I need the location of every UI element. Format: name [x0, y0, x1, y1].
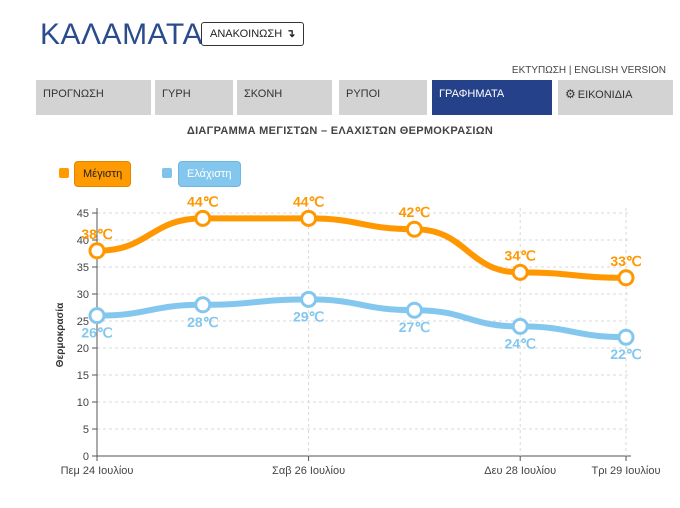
print-link[interactable]: ΕΚΤΥΠΩΣΗ [511, 65, 567, 76]
tab-pollutants[interactable]: ΡΥΠΟΙ [339, 80, 427, 115]
announcement-label: ΑΝΑΚΟΙΝΩΣΗ [210, 28, 283, 40]
announcement-button[interactable]: ΑΝΑΚΟΙΝΩΣΗ ↴ [201, 22, 305, 46]
top-links: ΕΚΤΥΠΩΣΗ | ENGLISH VERSION [512, 65, 666, 76]
y-tick-label: 45 [77, 208, 89, 220]
data-label-max: 38℃ [81, 226, 113, 242]
tab-pollen[interactable]: ΓΥΡΗ [155, 80, 233, 115]
data-point-max [617, 269, 635, 287]
data-point-min [88, 307, 106, 325]
data-point-max [405, 220, 423, 238]
gear-icon: ⚙ [565, 87, 576, 101]
arrow-down-icon: ↴ [286, 28, 296, 40]
data-point-min [511, 317, 529, 335]
x-tick-label: Σαβ 26 Ιουλίου [272, 465, 345, 477]
tab-label: ΕΙΚΟΝΙΔΙΑ [577, 89, 633, 101]
data-label-max: 42℃ [399, 204, 431, 220]
x-tick-label: Πεμ 24 Ιουλίου [61, 465, 134, 477]
data-label-min: 26℃ [81, 325, 113, 341]
tab-label: ΠΡΟΓΝΩΣΗ [43, 88, 104, 100]
data-label-min: 28℃ [187, 314, 219, 330]
series-line-max [94, 215, 629, 281]
tab-label: ΣΚΟΝΗ [244, 88, 283, 100]
y-tick-label: 35 [77, 262, 89, 274]
data-label-max: 44℃ [293, 193, 325, 209]
y-tick-label: 10 [77, 397, 89, 409]
series-line-min [94, 296, 629, 341]
legend-min-swatch [162, 168, 172, 178]
data-label-max: 33℃ [610, 253, 642, 269]
tab-dust[interactable]: ΣΚΟΝΗ [237, 80, 332, 115]
legend-max-label: Μέγιστη [83, 168, 123, 180]
data-point-min [194, 296, 212, 314]
tab-forecast[interactable]: ΠΡΟΓΝΩΣΗ [36, 80, 151, 115]
data-label-min: 27℃ [399, 319, 431, 335]
tab-label: ΓΥΡΗ [162, 88, 191, 100]
link-separator: | [568, 65, 572, 76]
data-point-min [405, 301, 423, 319]
data-label-max: 34℃ [505, 247, 537, 263]
data-label-max: 44℃ [187, 193, 219, 209]
city-title: ΚΑΛΑΜΑΤΑ [40, 18, 203, 51]
data-point-min [300, 290, 318, 308]
tab-label: ΓΡΑΦΗΜΑΤΑ [439, 88, 505, 100]
data-point-max [88, 242, 106, 260]
data-label-min: 29℃ [293, 308, 325, 324]
data-point-min [617, 328, 635, 346]
y-tick-label: 30 [77, 289, 89, 301]
x-tick-label: Δευ 28 Ιουλίου [484, 465, 556, 477]
data-label-min: 22℃ [610, 346, 642, 362]
tab-charts[interactable]: ΓΡΑΦΗΜΑΤΑ [432, 80, 552, 115]
y-tick-label: 15 [77, 370, 89, 382]
y-axis-label: Θερμοκρασία [55, 302, 66, 367]
x-tick-label: Τρι 29 Ιουλίου [591, 465, 660, 477]
tab-label: ΡΥΠΟΙ [346, 88, 381, 100]
y-tick-label: 5 [83, 424, 89, 436]
legend-min-label: Ελάχιστη [187, 168, 232, 180]
data-point-max [300, 209, 318, 227]
chart-title: ΔΙΑΓΡΑΜΜΑ ΜΕΓΙΣΤΩΝ – ΕΛΑΧΙΣΤΩΝ ΘΕΡΜΟΚΡΑΣ… [186, 125, 494, 137]
english-version-link[interactable]: ENGLISH VERSION [574, 65, 666, 76]
data-point-max [194, 209, 212, 227]
legend-max[interactable]: Μέγιστη [74, 161, 132, 187]
y-tick-label: 40 [77, 235, 89, 247]
data-point-max [511, 263, 529, 281]
legend-min[interactable]: Ελάχιστη [178, 161, 241, 187]
tab-icons[interactable]: ⚙ ΕΙΚΟΝΙΔΙΑ [558, 80, 673, 115]
y-tick-label: 25 [77, 316, 89, 328]
legend-max-swatch [59, 168, 69, 178]
y-tick-label: 20 [77, 343, 89, 355]
data-label-min: 24℃ [505, 335, 537, 351]
y-tick-label: 0 [83, 451, 89, 463]
